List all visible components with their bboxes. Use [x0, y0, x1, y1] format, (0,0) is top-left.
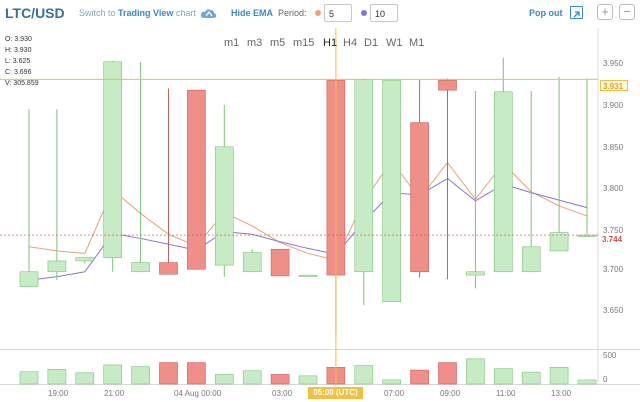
candle-body [410, 122, 429, 273]
candle-body [270, 248, 290, 277]
crosshair-time-tag: 05:00 (UTC) [308, 387, 363, 399]
price-tick: 3.700 [603, 265, 624, 274]
switch-prefix: Switch to [79, 8, 116, 18]
ohlc-readout: O: 3.930 H: 3.930 L: 3.625 C: 3.696 V: 3… [5, 34, 39, 89]
timeframe-w1[interactable]: W1 [386, 37, 403, 49]
zoom-out-button[interactable]: − [619, 4, 635, 20]
volume-bar [466, 358, 485, 385]
time-tick: 13:00 [551, 389, 572, 398]
candle-body [493, 91, 513, 273]
ohlc-low: L: 3.625 [5, 58, 31, 65]
ohlc-open: O: 3.930 [5, 36, 32, 43]
ema-fast-dot [315, 10, 321, 16]
candle-body [466, 271, 485, 276]
timeframe-h1[interactable]: H1 [323, 37, 338, 49]
timeframe-m5[interactable]: m5 [270, 37, 286, 49]
candle-body [47, 260, 67, 273]
candle-body [382, 79, 402, 303]
price-tick: 3.850 [603, 143, 624, 152]
candle-body [242, 252, 262, 273]
period-label: Period: [278, 8, 307, 18]
timeframe-m3[interactable]: m3 [247, 37, 263, 49]
price-tick: 3.750 [603, 226, 624, 235]
time-tick: 11:00 [496, 389, 516, 398]
time-tick: 07:00 [384, 389, 405, 398]
volume-bar [47, 369, 67, 385]
switch-link: Trading View [118, 8, 174, 18]
period-slow-input[interactable]: 10 [370, 4, 398, 22]
volume-bar [131, 366, 150, 385]
timeframe-m15[interactable]: m15 [293, 37, 315, 49]
chart-grid [0, 28, 640, 385]
volume-tick: 500 [603, 351, 617, 360]
candle-body [19, 271, 39, 288]
timeframe-h4[interactable]: H4 [343, 37, 358, 49]
volume-bar [298, 375, 318, 385]
volume-bar [577, 379, 597, 385]
tradingview-cloud-icon[interactable] [200, 8, 217, 19]
volume-bar [410, 369, 429, 385]
candle-body [215, 146, 234, 266]
volume-bars [19, 358, 597, 385]
volume-bar [187, 362, 206, 385]
ohlc-high: H: 3.930 [5, 47, 32, 54]
volume-bar [75, 372, 95, 385]
volume-bar [354, 365, 374, 385]
timeframe-d1[interactable]: D1 [364, 37, 379, 49]
pop-out-button[interactable]: Pop out [529, 8, 563, 18]
ohlc-volume: V: 305.859 [5, 80, 39, 87]
zoom-in-button[interactable]: + [597, 4, 613, 20]
volume-bar [493, 368, 513, 385]
price-tick: 3.650 [603, 306, 624, 315]
crosshair-price-tag: 3.931 [600, 80, 628, 91]
switch-suffix: chart [175, 8, 196, 18]
switch-tradingview-link[interactable]: Switch to Trading View chart [79, 8, 196, 18]
ohlc-close: C: 3.696 [5, 69, 32, 76]
time-tick: 03:00 [272, 389, 293, 398]
volume-tick: 0 [603, 375, 608, 384]
volume-bar [549, 367, 569, 385]
timeframe-mn1[interactable]: M1 [409, 37, 425, 49]
symbol-title: LTC/USD [5, 5, 65, 21]
candle-body [187, 89, 206, 270]
volume-bar [19, 371, 39, 385]
time-tick: 19:00 [48, 389, 69, 398]
price-tick: 3.800 [603, 184, 624, 193]
volume-bar [215, 374, 234, 385]
candle-body [131, 262, 150, 273]
period-fast-input[interactable]: 5 [324, 4, 352, 22]
volume-bar [521, 371, 541, 385]
candle-body [298, 274, 318, 277]
volume-bar [270, 374, 290, 385]
ema-slow-dot [361, 10, 367, 16]
candle-body [577, 234, 597, 237]
volume-bar [382, 379, 402, 385]
price-tick: 3.950 [603, 59, 624, 68]
candle-body [354, 79, 374, 273]
candlesticks [19, 57, 597, 335]
volume-bar [159, 362, 178, 385]
timeframe-m1[interactable]: m1 [224, 37, 240, 49]
time-tick: 21:00 [104, 389, 125, 398]
time-tick: 04 Aug 00:00 [174, 389, 222, 398]
last-price-tag: 3.744 [600, 234, 628, 245]
crosshair [0, 28, 598, 386]
candle-body [438, 79, 457, 91]
price-tick: 3.900 [603, 101, 624, 110]
time-tick: 09:00 [440, 389, 461, 398]
volume-bar [103, 364, 122, 385]
candle-body [159, 262, 178, 275]
volume-bar [438, 362, 457, 385]
candle-body [103, 61, 122, 258]
candle-body [75, 257, 95, 262]
hide-ema-button[interactable]: Hide EMA [231, 8, 274, 18]
volume-bar [242, 370, 262, 385]
popout-icon[interactable] [570, 6, 583, 19]
candle-body [549, 232, 569, 252]
chart-toolbar: LTC/USD Switch to Trading View chart Hid… [0, 0, 640, 27]
candle-body [521, 246, 541, 273]
